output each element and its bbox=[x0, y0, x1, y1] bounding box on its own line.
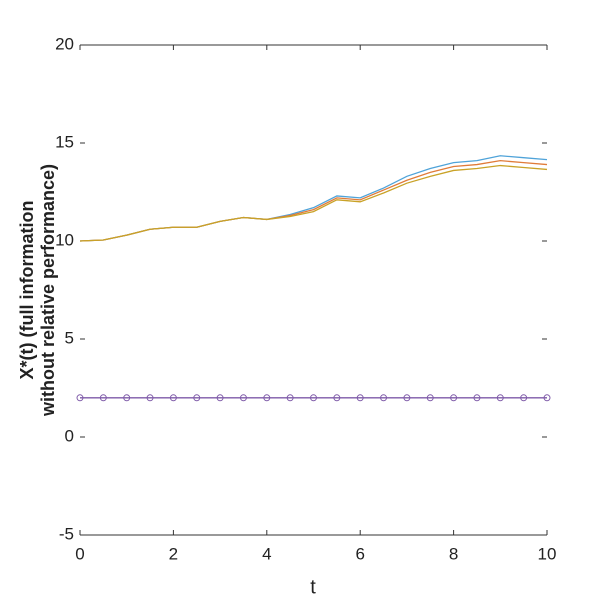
marker bbox=[543, 394, 551, 402]
y-tick-label: 20 bbox=[55, 34, 74, 53]
marker bbox=[239, 394, 247, 402]
marker bbox=[520, 394, 528, 402]
x-tick-label: 6 bbox=[355, 544, 364, 563]
marker bbox=[263, 394, 271, 402]
series-line bbox=[79, 164, 548, 242]
marker bbox=[99, 394, 107, 402]
x-tick-label: 0 bbox=[75, 544, 84, 563]
x-tick-label: 8 bbox=[449, 544, 458, 563]
marker bbox=[146, 394, 154, 402]
y-axis-label-line: without relative performance) bbox=[38, 164, 58, 417]
marker bbox=[356, 394, 364, 402]
x-tick-label: 4 bbox=[262, 544, 271, 563]
y-tick-label: 15 bbox=[55, 132, 74, 151]
y-axis-label: X*(t) (full information without relative… bbox=[17, 164, 58, 417]
y-tick-label: 0 bbox=[65, 426, 74, 445]
marker bbox=[193, 394, 201, 402]
x-axis-label: t bbox=[310, 576, 316, 598]
x-tick-label: 10 bbox=[538, 544, 557, 563]
marker bbox=[76, 394, 84, 402]
marker bbox=[380, 394, 388, 402]
marker bbox=[310, 394, 317, 402]
y-tick-label: 10 bbox=[55, 230, 74, 249]
marker bbox=[473, 394, 481, 402]
marker bbox=[450, 394, 458, 402]
marker bbox=[333, 394, 341, 402]
marker bbox=[496, 394, 504, 402]
y-tick-label: -5 bbox=[59, 524, 74, 543]
y-axis-label-line: X*(t) (full information bbox=[17, 201, 37, 380]
marker bbox=[286, 394, 294, 402]
x-tick-label: 2 bbox=[169, 544, 178, 563]
y-tick-label: 5 bbox=[65, 328, 74, 347]
marker bbox=[426, 394, 434, 402]
marker bbox=[123, 394, 131, 402]
marker bbox=[169, 394, 177, 402]
marker bbox=[216, 394, 224, 402]
marker bbox=[403, 394, 411, 402]
